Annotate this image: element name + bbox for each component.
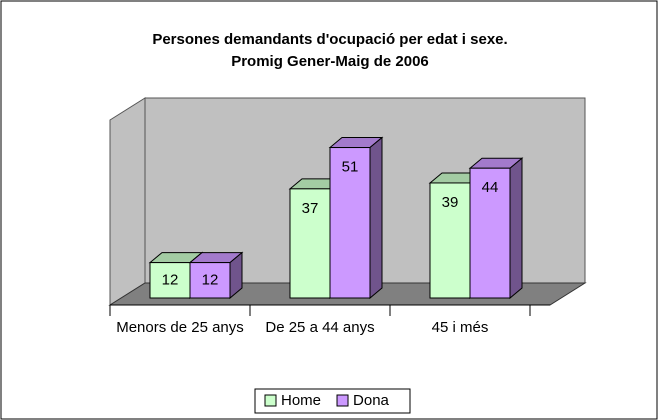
x-ticks	[109, 305, 531, 316]
bar	[188, 251, 244, 300]
legend-box	[254, 388, 411, 414]
data-label: 39	[442, 194, 459, 211]
chart-subtitle: Promig Gener-Maig de 2006	[231, 53, 429, 70]
bar	[468, 157, 524, 300]
data-label: 12	[162, 271, 179, 288]
bar	[328, 136, 384, 300]
bar-front	[189, 262, 231, 299]
bar-front	[149, 262, 191, 299]
bar-front	[469, 167, 511, 299]
bar-side	[369, 136, 383, 300]
chart-title: Persones demandants d'ocupació per edat …	[152, 31, 507, 48]
bar-front	[429, 182, 471, 299]
legend-label: Dona	[353, 392, 390, 409]
bar-front	[289, 188, 331, 299]
data-label: 12	[202, 271, 219, 288]
bar-side	[509, 157, 523, 300]
bar-front	[329, 147, 371, 299]
x-tick-label: 45 i més	[431, 319, 489, 336]
bars: 12 12 37 51 39 44	[148, 136, 524, 300]
data-label: 51	[342, 159, 359, 176]
x-tick-label: De 25 a 44 anys	[265, 319, 375, 336]
legend-swatch	[264, 394, 277, 407]
legend: Home Dona	[264, 392, 390, 409]
data-label: 44	[482, 179, 499, 196]
side-wall	[109, 97, 146, 306]
legend-swatch	[336, 394, 349, 407]
x-tick-label: Menors de 25 anys	[116, 319, 244, 336]
data-label: 37	[302, 200, 319, 217]
legend-label: Home	[281, 392, 321, 409]
